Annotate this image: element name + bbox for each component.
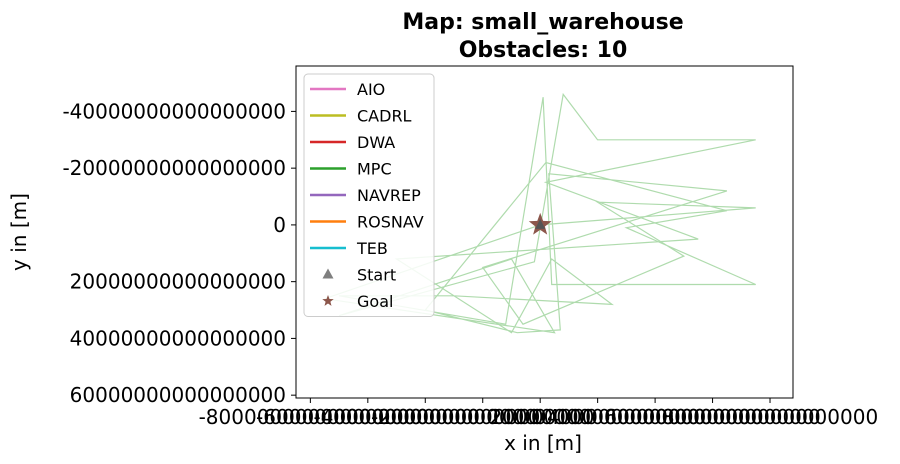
legend-box (303, 73, 435, 317)
y-tick-label: 60000000000000000 (70, 383, 286, 407)
x-tick-label: 20000000000000000 (489, 405, 705, 429)
legend-label-teb: TEB (356, 239, 388, 258)
x-tick-label: -60000000000000000 (256, 405, 480, 429)
x-tick-label: -40000000000000000 (314, 405, 538, 429)
y-tick-label: -20000000000000000 (62, 156, 286, 180)
y-tick-label: 0 (273, 213, 286, 237)
legend-label-start: Start (357, 266, 396, 285)
legend-swatch-start (322, 268, 334, 279)
mpc-trajectory-line (324, 92, 756, 334)
x-tick-label: 80000000000000000 (662, 405, 878, 429)
legend-label-rosnav: ROSNAV (357, 213, 424, 232)
x-tick-label: -80000000000000000 (199, 405, 423, 429)
x-axis-label: x in [m] (504, 431, 582, 455)
y-axis-ticks: -40000000000000000 -20000000000000000 0 200… (62, 99, 296, 407)
y-axis-label: y in [m] (7, 193, 31, 271)
y-tick-label: 20000000000000000 (70, 270, 286, 294)
start-marker (535, 218, 546, 229)
legend-label-dwa: DWA (357, 133, 395, 152)
y-tick-label: -40000000000000000 (62, 99, 286, 123)
legend: AIO CADRL DWA MPC NAVREP ROSNAV TEB Start Goal (303, 73, 435, 317)
chart-title-line-2: Obstacles: 10 (459, 38, 628, 63)
x-tick-label: 60000000000000000 (604, 405, 820, 429)
legend-label-aio: AIO (357, 80, 385, 99)
x-tick-label: 0 (534, 405, 547, 429)
chart-title-line-1: Map: small_warehouse (402, 10, 683, 35)
legend-label-mpc: MPC (357, 160, 392, 179)
legend-label-goal: Goal (357, 292, 393, 311)
mpc-trajectories (324, 92, 756, 334)
x-tick-label: -20000000000000000 (371, 405, 595, 429)
plot-area-frame (295, 65, 794, 399)
x-tick-label: 40000000000000000 (547, 405, 763, 429)
x-axis-ticks: -80000000000000000-60000000000000000-400… (199, 398, 878, 429)
legend-swatch-goal (322, 295, 334, 306)
y-tick-label: 40000000000000000 (70, 326, 286, 350)
start-goal-markers (528, 212, 552, 235)
legend-label-navrep: NAVREP (357, 186, 421, 205)
legend-label-cadrl: CADRL (357, 107, 412, 126)
